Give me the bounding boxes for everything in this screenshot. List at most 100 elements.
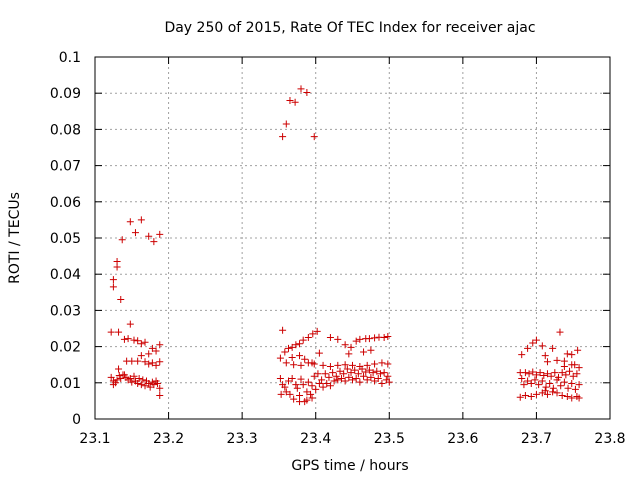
data-points	[107, 85, 583, 406]
data-point	[551, 369, 559, 377]
data-point	[304, 378, 312, 386]
data-point	[385, 378, 393, 386]
data-point	[145, 380, 153, 388]
data-point	[575, 381, 583, 389]
data-point	[282, 359, 290, 367]
data-point	[286, 96, 294, 104]
data-point	[345, 350, 353, 358]
data-point	[152, 347, 160, 355]
data-point	[137, 352, 145, 360]
data-point	[156, 341, 164, 349]
data-point	[277, 390, 285, 398]
data-point	[299, 336, 307, 344]
data-point	[314, 370, 322, 378]
data-point	[303, 88, 311, 96]
data-point	[297, 375, 305, 383]
data-point	[126, 320, 134, 328]
axis-ticks	[94, 56, 611, 420]
data-point	[575, 394, 583, 402]
data-point	[549, 344, 557, 352]
data-point	[141, 382, 149, 390]
data-point	[360, 372, 368, 380]
data-point	[319, 361, 327, 369]
chart-title: Day 250 of 2015, Rate Of TEC Index for r…	[164, 20, 535, 36]
data-point	[362, 368, 370, 376]
data-point	[310, 360, 318, 368]
data-point	[291, 98, 299, 106]
data-point	[113, 263, 121, 271]
data-point	[538, 342, 546, 350]
data-point	[369, 369, 377, 377]
data-point	[145, 350, 153, 358]
data-point	[566, 367, 574, 375]
data-point	[568, 351, 576, 359]
data-point	[535, 381, 543, 389]
data-point	[326, 363, 334, 371]
data-point	[365, 335, 373, 343]
data-point	[341, 341, 349, 349]
data-point	[137, 216, 145, 224]
data-point	[341, 361, 349, 369]
data-point	[308, 394, 316, 402]
data-point	[309, 330, 317, 338]
data-point	[371, 360, 379, 368]
data-point	[134, 357, 142, 365]
data-point	[336, 367, 344, 375]
data-point	[323, 380, 331, 388]
data-point	[117, 374, 125, 382]
data-point	[529, 368, 537, 376]
x-tick-label: 23.7	[521, 431, 552, 447]
data-point	[378, 380, 386, 388]
y-tick-label: 0	[72, 412, 81, 428]
data-point	[345, 373, 353, 381]
y-tick-label: 0.09	[50, 86, 81, 102]
data-point	[124, 335, 132, 343]
data-point	[349, 361, 356, 369]
y-tick-label: 0.06	[50, 195, 81, 211]
data-point	[296, 398, 304, 406]
data-point	[115, 328, 123, 336]
x-tick-label: 23.2	[153, 431, 184, 447]
data-point	[139, 376, 147, 384]
data-point	[128, 378, 136, 386]
data-point	[380, 369, 388, 377]
data-point	[356, 378, 364, 386]
data-point	[326, 382, 334, 390]
data-point	[373, 367, 381, 375]
data-point	[292, 341, 300, 349]
data-point	[131, 229, 139, 237]
data-point	[347, 369, 355, 377]
data-point	[562, 371, 570, 379]
data-point	[279, 326, 287, 334]
y-tick-label: 0.02	[50, 340, 81, 356]
data-point	[126, 218, 134, 226]
y-tick-label: 0.01	[50, 376, 81, 392]
data-point	[541, 387, 549, 395]
data-point	[281, 383, 289, 391]
data-point	[358, 365, 366, 373]
data-point	[326, 334, 334, 342]
y-tick-label: 0.03	[50, 303, 81, 319]
data-point	[378, 359, 386, 367]
data-point	[532, 390, 540, 398]
data-point	[560, 378, 568, 386]
data-point	[318, 376, 326, 384]
data-point	[376, 370, 384, 378]
data-point	[113, 376, 121, 384]
x-axis-title: GPS time / hours	[291, 458, 408, 474]
data-point	[290, 395, 298, 403]
data-point	[276, 354, 284, 362]
data-point	[574, 346, 582, 354]
data-point	[303, 396, 311, 404]
data-point	[297, 85, 305, 93]
data-point	[521, 369, 529, 377]
data-point	[371, 377, 379, 385]
y-tick-label: 0.1	[59, 50, 81, 66]
data-point	[384, 332, 392, 340]
data-point	[315, 380, 323, 388]
data-point	[525, 370, 533, 378]
data-point	[543, 358, 551, 366]
data-point	[516, 393, 524, 401]
y-tick-label: 0.04	[50, 267, 81, 283]
data-point	[568, 394, 576, 402]
